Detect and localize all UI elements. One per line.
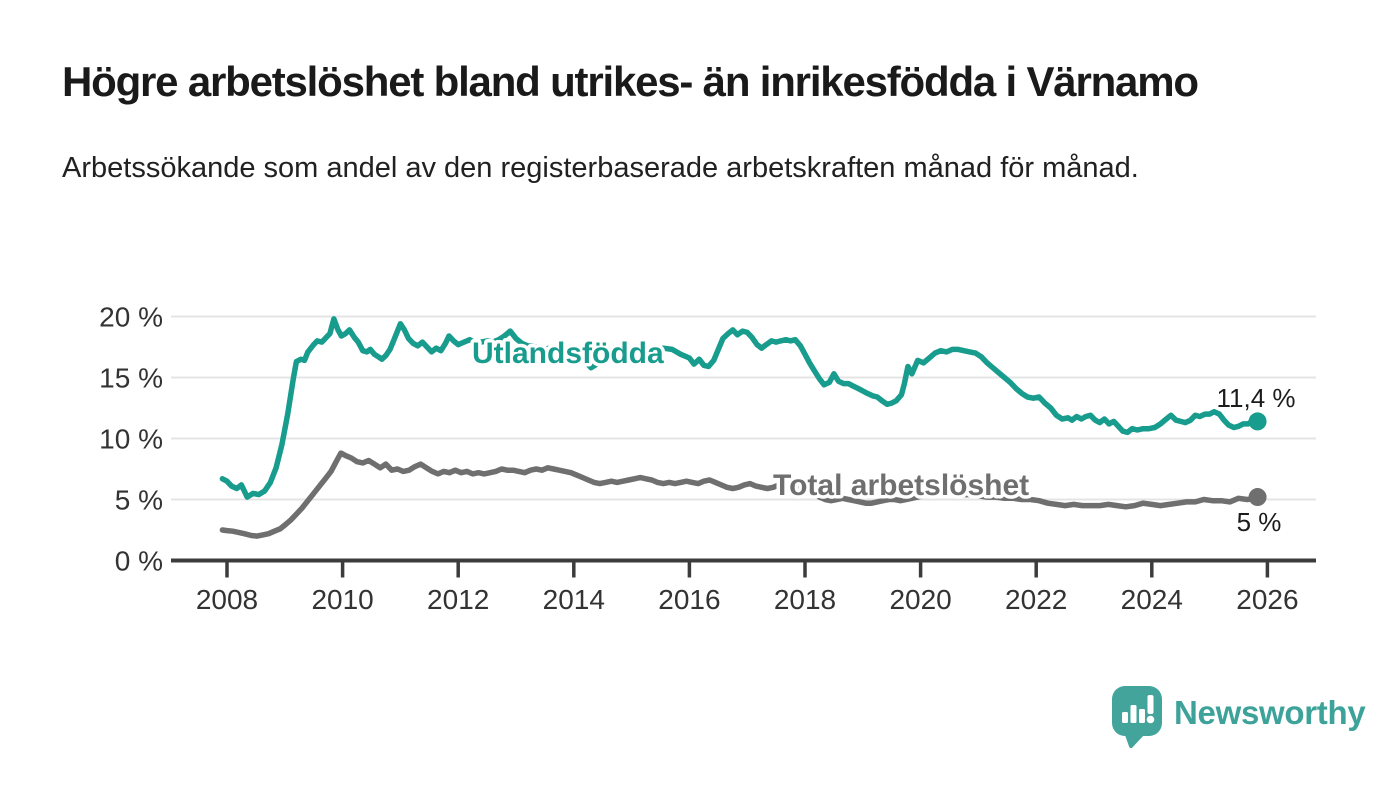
x-tick-label: 2012 — [427, 584, 489, 615]
series-line-utlandsfodda — [219, 316, 1261, 500]
x-tick-label: 2018 — [774, 584, 836, 615]
x-tick-label: 2022 — [1005, 584, 1067, 615]
y-tick-label: 0 % — [115, 546, 163, 577]
end-dot-total — [1248, 488, 1267, 507]
page-title: Högre arbetslöshet bland utrikes- än inr… — [62, 58, 1199, 105]
x-tick-label: 2016 — [658, 584, 720, 615]
y-tick-label: 15 % — [99, 363, 163, 394]
y-tick-label: 5 % — [115, 485, 163, 516]
y-tick-label: 10 % — [99, 424, 163, 455]
newsworthy-icon — [1112, 686, 1162, 748]
brand-name: Newsworthy — [1174, 694, 1366, 731]
series-label-total-arbetsloshet: Total arbetslöshet — [773, 469, 1029, 502]
chart-generated-layer: 0 % 5 % 10 % 15 % 20 % 2008 2010 2012 2014 2016 20… — [99, 302, 1316, 615]
series-label-utlandsfodda: Utlandsfödda — [472, 337, 664, 370]
newsworthy-logo: Newsworthy — [1112, 686, 1366, 750]
x-tick-label: 2024 — [1121, 584, 1183, 615]
series-line-total — [219, 450, 1261, 539]
page-subtitle: Arbetssökande som andel av den registerb… — [62, 152, 1139, 184]
x-tick-label: 2010 — [311, 584, 373, 615]
end-value-label-total: 5 % — [1237, 507, 1282, 537]
chart-label-layer: Utlandsfödda Total arbetslöshet 11,4 % 5… — [469, 334, 1299, 541]
y-tick-label: 20 % — [99, 302, 163, 333]
end-value-label-utlandsfodda: 11,4 % — [1216, 383, 1295, 413]
end-dot-utlandsfodda — [1248, 412, 1267, 431]
x-tick-label: 2014 — [543, 584, 605, 615]
x-tick-label: 2026 — [1236, 584, 1298, 615]
x-tick-label: 2020 — [889, 584, 951, 615]
x-tick-label: 2008 — [196, 584, 258, 615]
